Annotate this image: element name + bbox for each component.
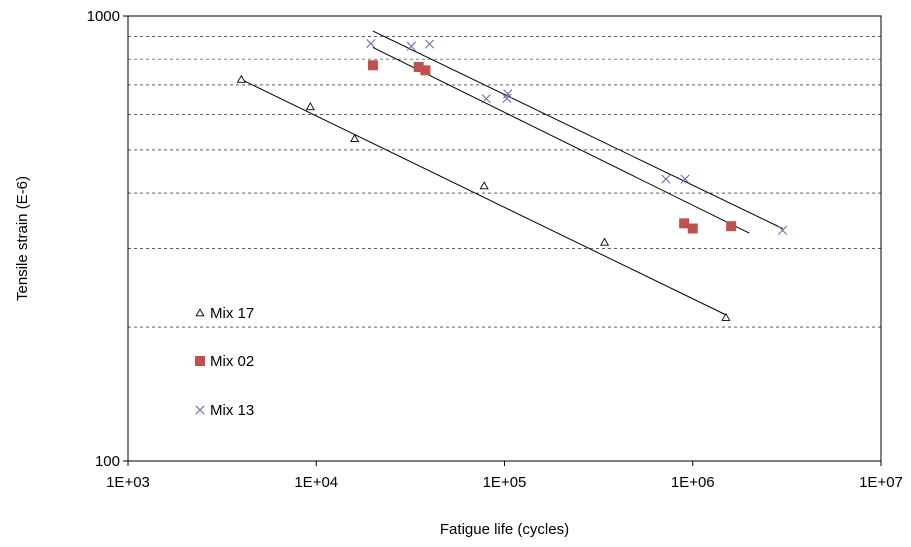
mix-02-trendline	[372, 46, 750, 234]
cross-stroke	[406, 41, 416, 51]
y-axis-title: Tensile strain (E-6)	[14, 176, 31, 301]
mix-13-point	[777, 225, 788, 235]
y-tick-label: 100	[95, 453, 120, 470]
x-tick-label: 1E+05	[483, 474, 527, 491]
x-tick-label: 1E+06	[671, 474, 715, 491]
data-points	[236, 38, 788, 321]
cross-stroke	[195, 405, 205, 415]
x-tick-label: 1E+04	[294, 474, 338, 491]
cross-stroke	[424, 39, 435, 49]
x-tick-label: 1E+07	[859, 474, 903, 491]
x-tick-label: 1E+03	[106, 474, 150, 491]
trendlines	[241, 30, 783, 316]
legend-marker-mix-02	[195, 356, 205, 366]
y-tick-label: 1000	[87, 8, 120, 25]
mix-17-point	[236, 74, 246, 83]
cross-stroke	[661, 174, 671, 184]
mix-02-point	[367, 60, 378, 71]
legend: Mix 17 Mix 02 Mix 13	[195, 305, 254, 419]
mix-17-point	[479, 181, 489, 190]
legend-marker-mix-13	[195, 405, 205, 415]
mix-02-point	[413, 62, 424, 73]
gridlines	[128, 15, 881, 328]
legend-label-mix-02: Mix 02	[210, 353, 254, 370]
mix-02-point	[679, 218, 690, 229]
x-axis-title: Fatigue life (cycles)	[440, 521, 569, 538]
mix-17-point	[599, 237, 610, 246]
cross-stroke	[502, 93, 512, 103]
mix-13-point	[366, 38, 376, 49]
mix-13-trendline	[372, 30, 783, 229]
legend-label-mix-13: Mix 13	[210, 402, 254, 419]
cross-stroke	[366, 38, 376, 49]
mix-02-point	[726, 221, 737, 232]
cross-stroke	[680, 174, 690, 184]
mix-17-point	[305, 102, 315, 111]
mix-17-point	[350, 133, 360, 142]
mix-02-point	[420, 65, 431, 76]
mix-13-point	[661, 174, 671, 184]
mix-13-point	[424, 39, 435, 49]
legend-label-mix-17: Mix 17	[210, 305, 254, 322]
mix-02-point	[687, 223, 698, 234]
mix-17-trendline	[241, 79, 727, 316]
mix-13-point	[406, 41, 416, 51]
mix-17-point	[721, 312, 731, 321]
mix-13-point	[680, 174, 690, 184]
mix-13-point	[481, 94, 491, 104]
cross-stroke	[777, 225, 788, 235]
cross-stroke	[481, 94, 491, 104]
mix-13-point	[502, 93, 512, 103]
legend-marker-mix-17	[195, 308, 205, 317]
axes: 1E+03 1E+04 1E+05 1E+06 1E+07 100 1000	[87, 8, 903, 491]
